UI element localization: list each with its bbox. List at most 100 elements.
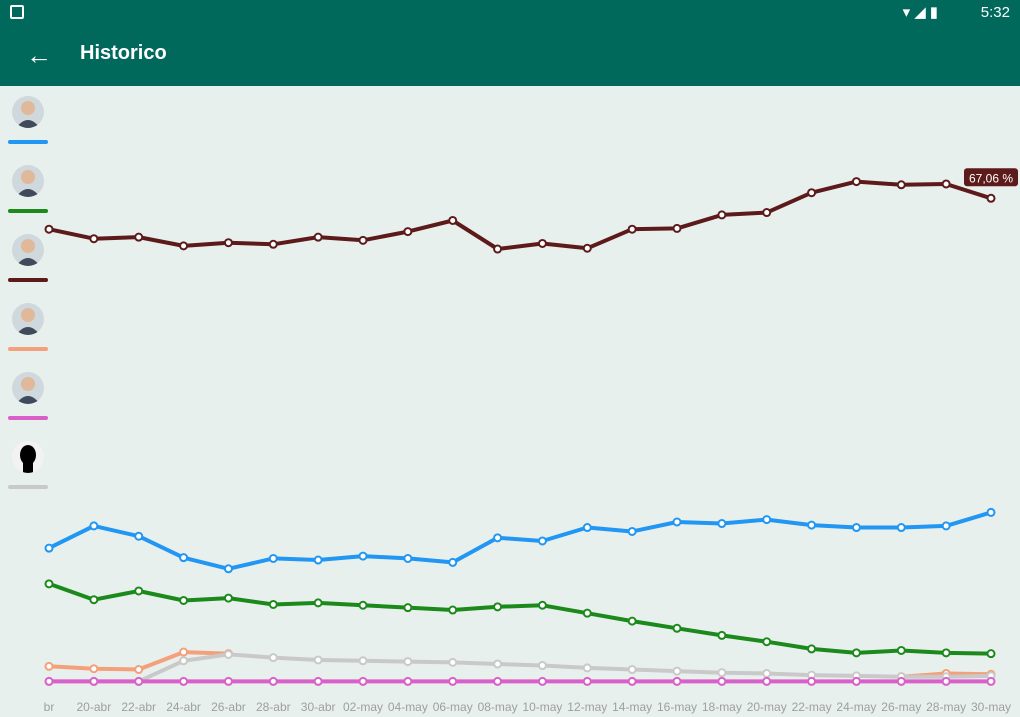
data-point [179,647,189,657]
data-point [582,523,592,533]
x-tick-label: 16-may [657,700,697,714]
series-line-5 [49,652,992,684]
data-point [358,235,368,245]
legend-swatch [8,278,48,282]
data-point [896,645,906,655]
data-point [807,676,817,686]
data-point [179,656,189,666]
data-point [44,676,54,686]
data-point [672,676,682,686]
data-point [762,515,772,525]
legend-item-4[interactable] [8,297,50,357]
arrow-left-icon[interactable]: ← [26,40,52,70]
data-point [313,232,323,242]
data-point [134,531,144,541]
data-point [717,668,727,678]
data-point [986,649,996,659]
x-tick-label: 28-abr [256,700,291,714]
series-line-2 [48,510,992,571]
data-point [268,553,278,563]
data-point [807,188,817,198]
x-tick-label: 22-may [792,700,832,714]
data-point [941,179,951,189]
notification-icon [10,5,24,19]
data-point [807,644,817,654]
data-point [762,208,772,218]
x-tick-label: 08-may [478,700,518,714]
data-point [537,536,547,546]
avatar-unknown [12,441,44,473]
data-point [537,238,547,248]
legend-item-2[interactable] [8,159,50,219]
x-tick-label: 28-may [926,700,966,714]
data-point [134,676,144,686]
legend-swatch [8,347,48,351]
app-bar: ← Historico [0,26,1020,86]
data-point [493,602,503,612]
data-point [627,526,637,536]
data-point [537,676,547,686]
legend-swatch [8,140,48,144]
data-point [313,655,323,665]
data-point [134,665,144,675]
avatar-candidate-1 [12,96,44,128]
x-tick-label: 30-abr [301,700,336,714]
series-line-3 [48,581,992,656]
x-tick-label: 18-may [702,700,742,714]
legend-item-1[interactable] [8,90,50,150]
x-tick-label: 24-abr [166,700,201,714]
data-point [44,224,54,234]
value-label: 67,06 % [969,171,1013,185]
data-point [268,653,278,663]
status-time: 5:32 [980,4,1010,21]
data-point [672,223,682,233]
data-point [627,676,637,686]
data-point [717,519,727,529]
avatar-candidate-4 [12,303,44,335]
data-point [851,648,861,658]
data-point [403,603,413,613]
legend-item-6[interactable] [8,435,50,495]
avatar-candidate-3 [12,234,44,266]
data-point [134,586,144,596]
data-point [403,657,413,667]
status-icons: ▾◢▮ [902,4,942,21]
data-point [223,676,233,686]
x-tick-label: 02-may [343,700,383,714]
data-point [851,177,861,187]
data-point [941,521,951,531]
legend-item-5[interactable] [8,366,50,426]
x-tick-label: 10-may [522,700,562,714]
data-point [179,595,189,605]
data-point [403,676,413,686]
x-tick-label: 14-may [612,700,652,714]
data-point [627,224,637,234]
data-point [762,676,772,686]
data-point [896,676,906,686]
data-point [448,657,458,667]
data-point [537,600,547,610]
data-point [493,676,503,686]
data-point [313,676,323,686]
data-point [358,656,368,666]
data-point [448,557,458,567]
data-point [582,243,592,253]
status-bar: ▾◢▮ 5:32 [0,0,1020,26]
data-point [493,244,503,254]
data-point [179,553,189,563]
data-point [717,630,727,640]
data-point [89,521,99,531]
legend-item-3[interactable] [8,228,50,288]
data-point [986,507,996,517]
data-point [986,676,996,686]
data-point [44,579,54,589]
data-point [493,659,503,669]
data-point [268,676,278,686]
x-tick-label: 04-may [388,700,428,714]
data-point [313,598,323,608]
data-point [896,180,906,190]
data-point [672,517,682,527]
data-point [582,663,592,673]
data-point [89,234,99,244]
data-point [134,232,144,242]
